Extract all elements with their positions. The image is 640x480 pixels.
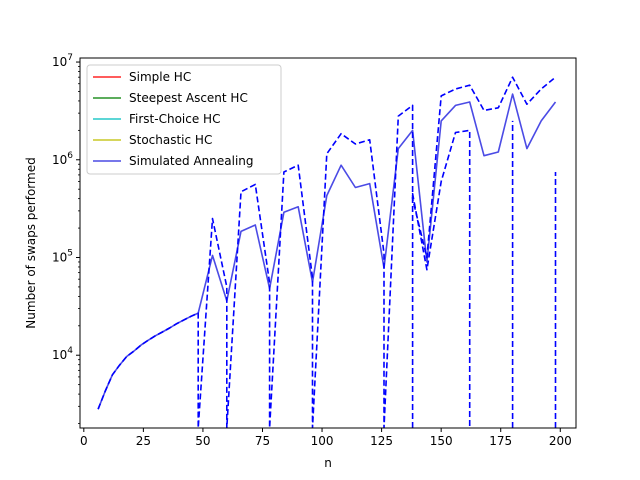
- y-tick-label: 104: [52, 346, 73, 362]
- y-tick-label: 107: [52, 53, 73, 69]
- series-line-6: [411, 129, 471, 428]
- series-line-5: [97, 76, 557, 428]
- legend-box: [86, 64, 282, 175]
- legend: Simple HC Steepest Ascent HC First-Choice …: [86, 64, 282, 175]
- legend-label: Stochastic HC: [129, 133, 212, 147]
- plot-frame: [79, 57, 577, 429]
- legend-label: Simple HC: [129, 70, 191, 84]
- x-tick-label: 50: [195, 434, 210, 448]
- x-tick-label: 200: [549, 434, 572, 448]
- legend-label: Steepest Ascent HC: [129, 91, 248, 105]
- y-tick-label: 106: [52, 151, 73, 167]
- x-tick-label: 75: [255, 434, 270, 448]
- y-axis-label: Number of swaps performed: [24, 157, 38, 328]
- legend-label: Simulated Annealing: [129, 154, 254, 168]
- legend-label: First-Choice HC: [129, 112, 220, 126]
- x-tick-label: 0: [80, 434, 88, 448]
- x-tick-label: 25: [136, 434, 151, 448]
- x-tick-label: 100: [311, 434, 334, 448]
- x-tick-label: 125: [370, 434, 393, 448]
- y-tick-label: 105: [52, 248, 73, 264]
- series-layer: [97, 76, 557, 428]
- axes-layer: 0 25 50 75 100 125 150 175 200 104 105 106 107: [52, 53, 577, 448]
- x-tick-label: 175: [489, 434, 512, 448]
- x-tick-label: 150: [430, 434, 453, 448]
- x-axis-label: n: [324, 456, 332, 470]
